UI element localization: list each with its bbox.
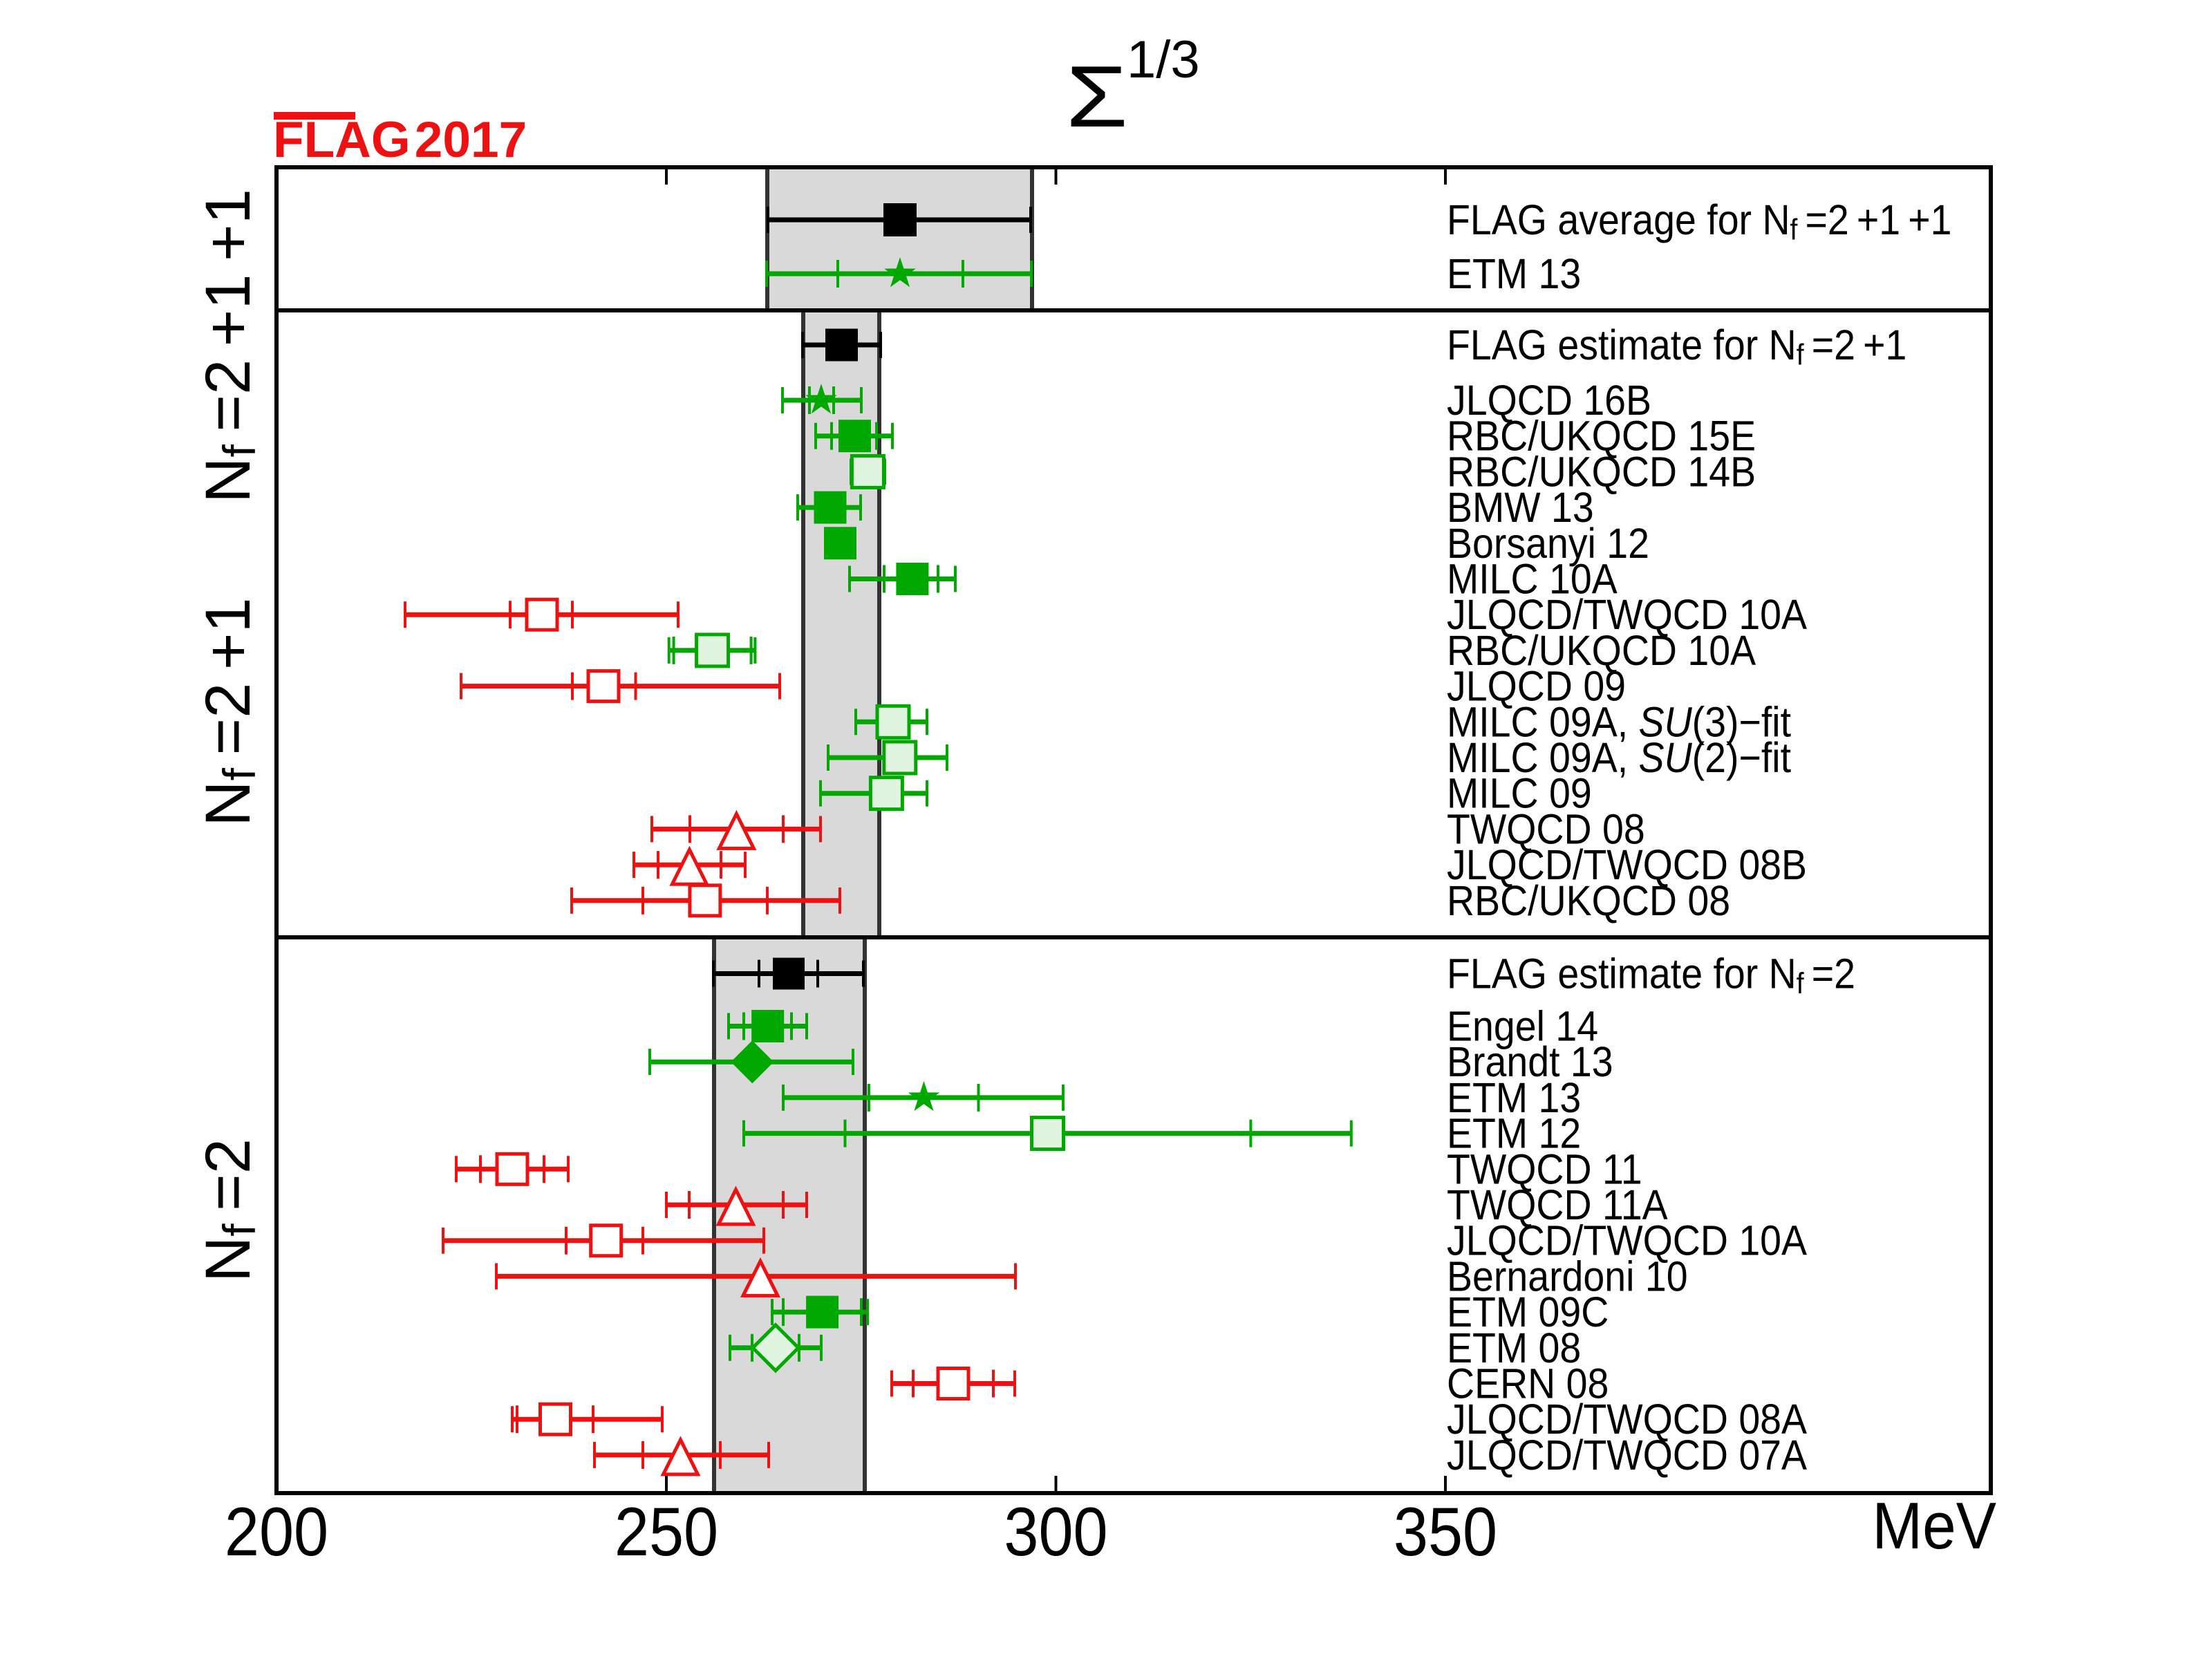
svg-text:RBC/UKQCD 08: RBC/UKQCD 08: [1447, 877, 1730, 924]
svg-text:JLQCD/TWQCD 08A: JLQCD/TWQCD 08A: [1447, 1396, 1807, 1443]
svg-text:TWQCD 08: TWQCD 08: [1447, 806, 1645, 853]
svg-text:Bernardoni 10: Bernardoni 10: [1447, 1253, 1688, 1300]
svg-text:MILC 10A: MILC 10A: [1447, 556, 1618, 603]
svg-text:MILC 09A, SU(3)−fit: MILC 09A, SU(3)−fit: [1447, 699, 1791, 746]
svg-text:FLAG average for Nf =2 +1 +1: FLAG average for Nf =2 +1 +1: [1447, 197, 1952, 247]
svg-text:Nf =2 +1: Nf =2 +1: [193, 597, 265, 826]
svg-text:Engel 14: Engel 14: [1447, 1003, 1598, 1050]
svg-text:RBC/UKQCD 15E: RBC/UKQCD 15E: [1447, 413, 1756, 460]
svg-text:Borsanyi 12: Borsanyi 12: [1447, 520, 1649, 567]
svg-text:RBC/UKQCD 10A: RBC/UKQCD 10A: [1447, 628, 1756, 675]
svg-text:Nf =2: Nf =2: [193, 1138, 265, 1282]
svg-text:MILC 09: MILC 09: [1447, 770, 1592, 817]
svg-text:RBC/UKQCD 14B: RBC/UKQCD 14B: [1447, 449, 1756, 496]
svg-text:ETM 09C: ETM 09C: [1447, 1289, 1609, 1336]
svg-text:250: 250: [615, 1494, 718, 1571]
svg-text:ETM 12: ETM 12: [1447, 1110, 1581, 1157]
svg-text:Σ: Σ: [1066, 48, 1128, 145]
svg-text:FLAG estimate for Nf =2 +1: FLAG estimate for Nf =2 +1: [1447, 322, 1906, 372]
svg-text:JLQCD/TWQCD 10A: JLQCD/TWQCD 10A: [1447, 592, 1807, 639]
svg-text:TWQCD 11: TWQCD 11: [1447, 1146, 1642, 1193]
svg-text:ETM 08: ETM 08: [1447, 1324, 1581, 1371]
svg-text:JLQCD 16B: JLQCD 16B: [1447, 377, 1651, 424]
svg-text:JLQCD/TWQCD 10A: JLQCD/TWQCD 10A: [1447, 1217, 1807, 1264]
svg-text:ETM 13: ETM 13: [1447, 251, 1581, 298]
svg-text:Nf =2 +1 +1: Nf =2 +1 +1: [193, 189, 265, 503]
svg-text:Brandt 13: Brandt 13: [1447, 1039, 1613, 1086]
svg-text:TWQCD 11A: TWQCD 11A: [1447, 1182, 1668, 1229]
svg-text:200: 200: [225, 1494, 328, 1571]
svg-text:JLQCD/TWQCD 08B: JLQCD/TWQCD 08B: [1447, 842, 1807, 889]
svg-text:350: 350: [1394, 1494, 1497, 1571]
svg-text:MeV: MeV: [1872, 1489, 1996, 1563]
svg-text:CERN 08: CERN 08: [1447, 1360, 1609, 1407]
svg-text:JLQCD/TWQCD 07A: JLQCD/TWQCD 07A: [1447, 1432, 1807, 1479]
svg-text:300: 300: [1004, 1494, 1107, 1571]
svg-text:1/3: 1/3: [1127, 30, 1200, 89]
svg-text:MILC 09A, SU(2)−fit: MILC 09A, SU(2)−fit: [1447, 735, 1791, 782]
svg-text:FLAG 2017: FLAG 2017: [273, 112, 527, 168]
svg-text:BMW 13: BMW 13: [1447, 485, 1594, 532]
svg-text:FLAG estimate for Nf =2: FLAG estimate for Nf =2: [1447, 950, 1855, 1000]
svg-text:ETM 13: ETM 13: [1447, 1075, 1581, 1122]
svg-text:JLQCD 09: JLQCD 09: [1447, 663, 1626, 710]
